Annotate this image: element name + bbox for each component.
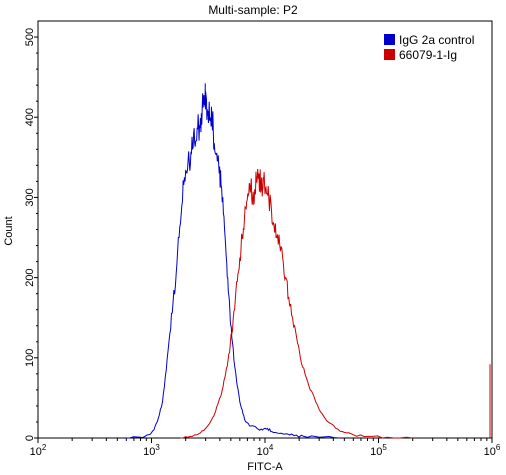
legend-swatch-2 xyxy=(384,49,395,60)
x-axis: 102 103 104 105 106 xyxy=(30,438,501,458)
x-tick-label-2: 104 xyxy=(257,443,274,458)
y-tick-label-5: 500 xyxy=(24,28,36,46)
legend-label-2: 66079-1-Ig xyxy=(399,48,457,62)
legend-label-1: IgG 2a control xyxy=(399,33,474,47)
x-tick-label-4: 106 xyxy=(484,443,501,458)
series-layer xyxy=(126,83,491,439)
series-line-1 xyxy=(126,83,340,439)
series-line-2 xyxy=(180,169,413,439)
plot-frame xyxy=(37,20,493,439)
x-tick-label-0: 102 xyxy=(30,443,47,458)
y-tick-label-0: 0 xyxy=(24,435,36,441)
y-axis-title: Count xyxy=(3,216,15,245)
x-tick-label-3: 105 xyxy=(370,443,387,458)
chart-title: Multi-sample: P2 xyxy=(208,3,298,17)
y-axis: 0 100 200 300 400 500 xyxy=(24,28,38,441)
x-tick-label-1: 103 xyxy=(143,443,160,458)
y-tick-label-4: 400 xyxy=(24,108,36,126)
y-tick-label-2: 200 xyxy=(24,268,36,286)
x-axis-title: FITC-A xyxy=(247,461,283,473)
y-tick-label-3: 300 xyxy=(24,188,36,206)
y-tick-label-1: 100 xyxy=(24,349,36,367)
legend-swatch-1 xyxy=(384,34,395,45)
